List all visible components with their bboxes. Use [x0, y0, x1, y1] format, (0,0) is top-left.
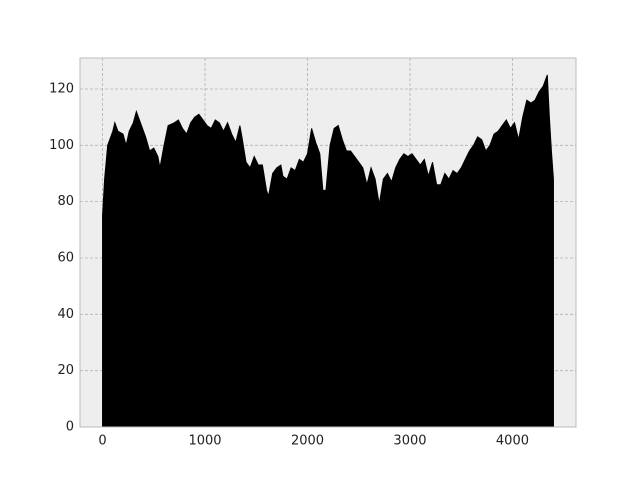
x-tick-label: 0: [98, 434, 106, 449]
y-tick-label: 100: [49, 138, 74, 153]
x-tick-label: 1000: [188, 434, 221, 449]
plot-border: [79, 57, 577, 428]
x-tick-label: 3000: [393, 434, 426, 449]
y-tick-label: 120: [49, 81, 74, 96]
y-tick-label: 40: [57, 307, 74, 322]
x-tick-label: 4000: [496, 434, 529, 449]
area: [102, 74, 554, 428]
x-tick-label: 2000: [291, 434, 324, 449]
y-tick-label: 80: [57, 194, 74, 209]
y-tick-label: 20: [57, 363, 74, 378]
y-tick-label: 60: [57, 250, 74, 265]
y-tick-label: 0: [66, 420, 74, 435]
